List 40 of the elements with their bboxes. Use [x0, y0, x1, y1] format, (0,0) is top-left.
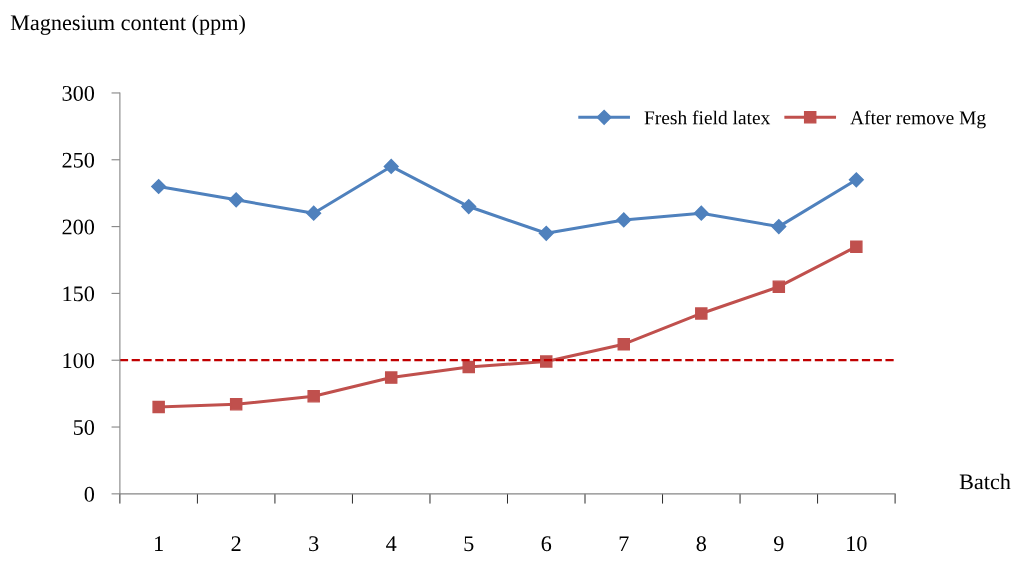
point [384, 371, 398, 384]
y-axis-title: Magnesium content (ppm) [10, 14, 245, 35]
x-tick-label: 5 [464, 536, 474, 552]
point [151, 178, 167, 195]
x-tick-label: 4 [386, 536, 397, 551]
x-tick-label: 2 [231, 536, 241, 551]
point [229, 398, 243, 411]
point [461, 198, 477, 215]
y-tick-label: 100 [63, 353, 95, 369]
x-tick-label: 1 [155, 536, 163, 551]
x-tick-label: 7 [619, 536, 629, 551]
point [306, 205, 322, 221]
x-tick-label: 9 [773, 536, 784, 552]
legend-label: After remove Mg [850, 110, 986, 129]
y-tick-label: 250 [62, 152, 95, 168]
point [152, 400, 165, 414]
x-axis-title: Batch [959, 473, 1011, 490]
point [462, 360, 475, 374]
legend-label: Fresh field latex [644, 110, 771, 125]
x-tick-label: 6 [541, 536, 552, 552]
point [383, 158, 399, 175]
point [850, 240, 863, 253]
point [695, 307, 708, 320]
point [617, 337, 631, 351]
y-tick-label: 200 [62, 219, 95, 235]
point [848, 172, 864, 188]
point [693, 205, 709, 221]
y-tick-label: 0 [84, 486, 95, 502]
y-tick-label: 300 [62, 85, 95, 101]
x-tick-label: 3 [309, 536, 319, 552]
point [616, 212, 632, 228]
point [538, 225, 554, 241]
point [772, 280, 786, 293]
y-tick-label: 150 [63, 286, 95, 302]
point [307, 390, 320, 403]
point [228, 192, 244, 208]
y-tick-label: 50 [73, 419, 95, 435]
point [771, 219, 787, 235]
x-tick-label: 8 [696, 536, 706, 552]
x-tick-label: 10 [847, 536, 867, 552]
